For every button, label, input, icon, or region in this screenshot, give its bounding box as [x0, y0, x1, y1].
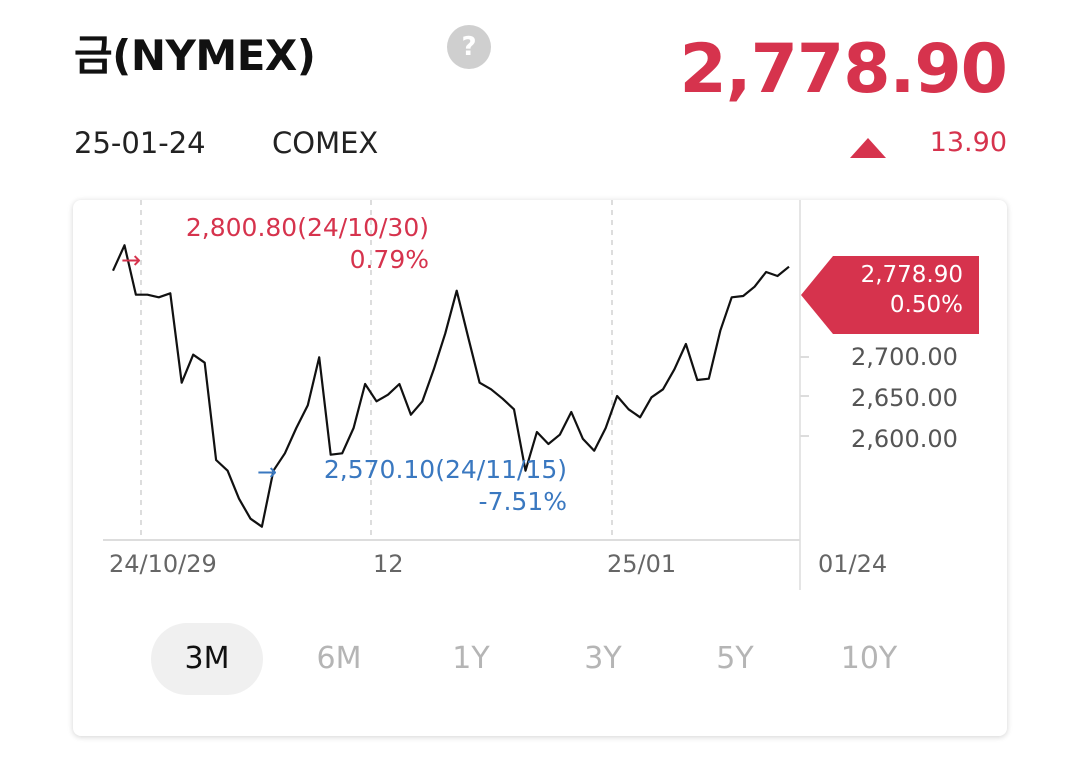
min-label: 2,570.10(24/11/15) -7.51% [289, 454, 567, 518]
question-mark-icon[interactable]: ? [447, 25, 491, 69]
max-label-pct: 0.79% [349, 245, 429, 274]
current-price: 2,778.90 [679, 30, 1008, 109]
page-title: 금(NYMEX) [74, 31, 316, 80]
range-6m-button[interactable]: 6M [316, 641, 362, 676]
current-price-label: 2,778.90 0.50% [833, 260, 963, 320]
current-label-price: 2,778.90 [860, 262, 963, 288]
current-price-flag [801, 256, 979, 334]
min-label-pct: -7.51% [478, 487, 567, 516]
triangle-up-icon [850, 138, 886, 158]
x-tick-jan01: 25/01 [607, 550, 677, 578]
range-10y-button[interactable]: 10Y [840, 641, 898, 676]
range-1y-button[interactable]: 1Y [452, 641, 490, 676]
range-3m-button[interactable]: 3M [151, 623, 263, 695]
y-tick-2650: 2,650.00 [851, 384, 958, 412]
chart-card: → 2,800.80(24/10/30) 0.79% → 2,570.10(24… [73, 200, 1007, 736]
quote-date: 25-01-24 [74, 126, 206, 160]
price-change: 13.90 [929, 127, 1007, 158]
exchange-name: COMEX [272, 126, 379, 160]
max-label: 2,800.80(24/10/30) 0.79% [153, 212, 429, 276]
price-chart [103, 200, 979, 590]
x-tick-12: 12 [373, 550, 404, 578]
max-label-value: 2,800.80(24/10/30) [185, 213, 429, 242]
range-3y-button[interactable]: 3Y [584, 641, 622, 676]
y-tick-2600: 2,600.00 [851, 425, 958, 453]
max-arrow-icon: → [121, 246, 142, 274]
y-tick-2700: 2,700.00 [851, 343, 958, 371]
price-series-line [111, 244, 790, 528]
min-label-value: 2,570.10(24/11/15) [323, 455, 567, 484]
min-arrow-icon: → [257, 458, 278, 486]
y-tick-marks [800, 356, 809, 437]
range-selector: 3M 6M 1Y 3Y 5Y 10Y [151, 623, 951, 695]
x-tick-jan24: 01/24 [818, 550, 888, 578]
current-label-pct: 0.50% [889, 292, 963, 318]
range-5y-button[interactable]: 5Y [716, 641, 754, 676]
x-tick-oct29: 24/10/29 [109, 550, 217, 578]
